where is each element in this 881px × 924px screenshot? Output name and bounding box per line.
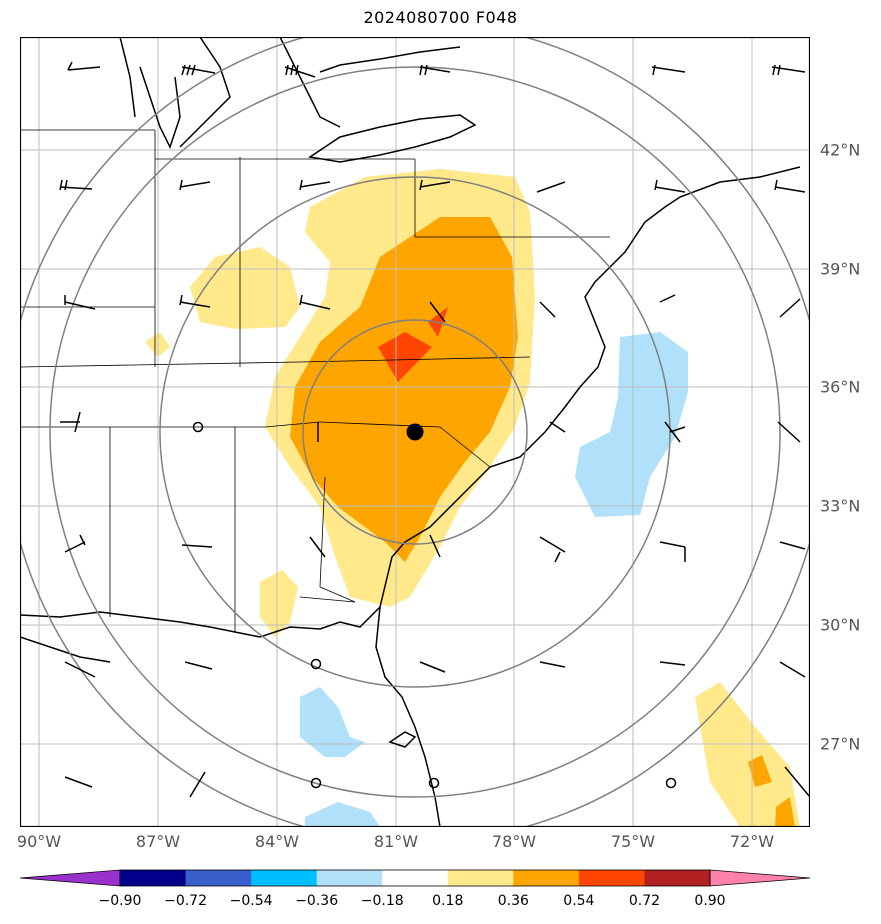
colorbar-tick-label: 0.36 <box>497 893 529 909</box>
colorbar-tick-label: 0.90 <box>694 893 726 909</box>
map-frame <box>20 37 810 827</box>
lat-label-42n: 42°N <box>820 140 861 160</box>
lat-label-30n: 30°N <box>820 615 861 635</box>
colorbar-tick-label: 0.54 <box>563 893 595 909</box>
colorbar-segment <box>578 870 645 886</box>
map-canvas <box>20 37 810 827</box>
lon-label-84w: 84°W <box>254 832 300 851</box>
colorbar-tick-label: 0.18 <box>432 893 464 909</box>
wind-barbs <box>59 61 810 798</box>
lat-label-36n: 36°N <box>820 377 861 397</box>
colorbar-tick-label: −0.72 <box>164 893 207 909</box>
colorbar-outline <box>119 869 711 887</box>
colorbar-tick-label: −0.18 <box>360 893 404 909</box>
colorbar-segment <box>447 870 514 886</box>
colorbar-segment <box>382 870 449 886</box>
colorbar-tick-label: 0.72 <box>628 893 661 909</box>
lat-label-39n: 39°N <box>820 259 861 279</box>
colorbar-segment <box>316 870 383 886</box>
colorbar-segment <box>513 870 580 886</box>
lat-label-33n: 33°N <box>820 496 861 516</box>
lon-label-81w: 81°W <box>373 832 419 851</box>
lon-label-78w: 78°W <box>491 832 537 851</box>
state-borders <box>20 129 610 632</box>
lon-label-75w: 75°W <box>610 832 656 851</box>
colorbar <box>19 869 811 887</box>
colorbar-extend-high <box>709 869 811 887</box>
lat-label-27n: 27°N <box>820 734 861 754</box>
colorbar-segment <box>185 870 252 886</box>
lon-label-90w: 90°W <box>16 832 62 851</box>
map-title: 2024080700 F048 <box>363 8 518 27</box>
colorbar-tick-label: −0.36 <box>295 893 339 909</box>
colorbar-extend-low <box>19 869 121 887</box>
map-panel <box>20 37 810 827</box>
orange-fill <box>290 217 795 827</box>
colorbar-tick-label: −0.54 <box>229 893 273 909</box>
colorbar-tick-label: −0.90 <box>98 893 142 909</box>
colorbar-segment <box>644 870 711 886</box>
colorbar-segment <box>120 870 187 886</box>
lon-label-72w: 72°W <box>729 832 775 851</box>
colorbar-segment <box>251 870 318 886</box>
lon-label-87w: 87°W <box>135 832 181 851</box>
light-blue-fill <box>300 332 688 827</box>
calm-markers <box>192 421 677 789</box>
latlon-grid <box>20 37 810 827</box>
center-point <box>406 423 424 441</box>
